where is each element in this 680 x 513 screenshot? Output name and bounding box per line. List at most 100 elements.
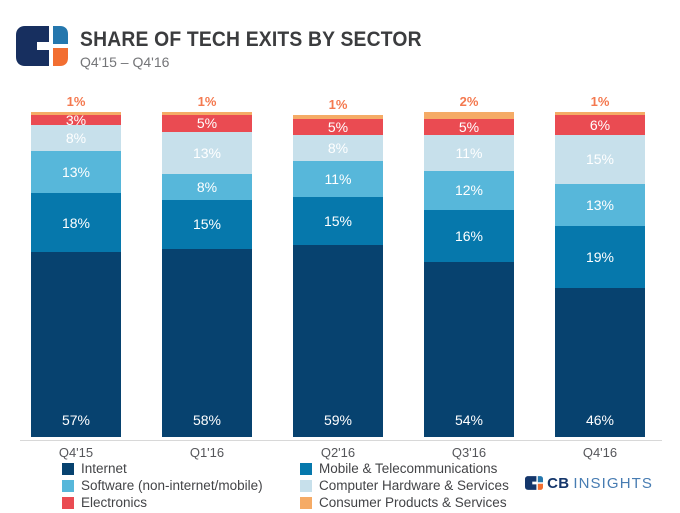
- bar-segment-label: 11%: [455, 144, 483, 161]
- bar-top-label: 1%: [590, 94, 610, 109]
- bar-segment: 18%: [31, 193, 121, 252]
- x-axis-label: Q2'16: [320, 445, 356, 460]
- bar-column: 1% 6% 15% 13% 19% 46%: [555, 94, 645, 437]
- bar-segment: 8%: [31, 125, 121, 151]
- legend-item: Internet: [62, 460, 263, 477]
- bar-segment: [293, 115, 383, 119]
- bar-segment: 6%: [555, 115, 645, 135]
- bar-segment: 58%: [162, 248, 252, 437]
- bar-segment-label: 6%: [589, 117, 611, 133]
- bar-segment: 5%: [293, 118, 383, 135]
- bar-segment: 57%: [31, 251, 121, 437]
- bar-segment: 5%: [162, 115, 252, 132]
- bar-segment-label: 3%: [65, 112, 87, 129]
- x-axis-label: Q1'16: [189, 445, 225, 460]
- cbinsights-logo-icon: [16, 26, 68, 66]
- legend-item: Consumer Products & Services: [300, 494, 509, 511]
- legend-item: Electronics: [62, 494, 263, 511]
- x-axis-label: Q4'16: [582, 445, 618, 460]
- bar-segment-label: 8%: [196, 178, 218, 195]
- bar-segment: 13%: [162, 131, 252, 174]
- bar-segment: 15%: [162, 199, 252, 249]
- footer-brand-insights: INSIGHTS: [573, 474, 653, 492]
- bar-segment-label: 13%: [61, 164, 91, 181]
- legend-label: Consumer Products & Services: [319, 495, 507, 510]
- legend-swatch: [62, 496, 74, 509]
- bar-segment-label: 15%: [323, 212, 353, 229]
- bar-segment-label: 59%: [323, 412, 353, 428]
- bar-segment: 3%: [31, 112, 121, 129]
- bar-segment: 46%: [555, 287, 645, 437]
- bar-column: 1% 3% 8% 13% 18% 57%: [31, 94, 121, 437]
- bar-top-label: 2%: [459, 94, 479, 109]
- legend-swatch: [300, 479, 312, 492]
- bar-segment-label: 11%: [324, 170, 352, 187]
- page-subtitle: Q4'15 – Q4'16: [80, 54, 170, 70]
- bar-segment: 15%: [293, 196, 383, 246]
- bar-segment: 11%: [424, 134, 514, 171]
- bar-segment-label: 13%: [192, 144, 222, 161]
- bar-segment: [555, 112, 645, 116]
- bar-segment-label: 5%: [327, 118, 349, 135]
- footer-brand-cb: CB: [547, 474, 570, 492]
- legend-swatch: [300, 462, 312, 475]
- legend-item: Mobile & Telecommunications: [300, 460, 509, 477]
- bar-top-label: 1%: [66, 94, 86, 109]
- bar-segment: 12%: [424, 170, 514, 210]
- footer-brand: CB INSIGHTS: [525, 474, 653, 492]
- cbinsights-logo-icon: [525, 476, 544, 490]
- bar-segment: 8%: [162, 173, 252, 200]
- bar-segment-label: 18%: [61, 214, 91, 231]
- bar-segment: [424, 112, 514, 119]
- legend-label: Computer Hardware & Services: [319, 478, 509, 493]
- bar-segment-label: 46%: [585, 412, 615, 428]
- x-axis-label: Q4'15: [58, 445, 94, 460]
- legend-swatch: [300, 496, 312, 509]
- bar-column: 1% 5% 13% 8% 15% 58%: [162, 94, 252, 437]
- bar-segment-label: 19%: [585, 248, 615, 265]
- bar-segment-label: 12%: [454, 182, 484, 198]
- bar-segment-label: 57%: [61, 412, 91, 428]
- legend-swatch: [62, 479, 74, 492]
- legend-item: Software (non-internet/mobile): [62, 477, 263, 494]
- legend-column-2: Mobile & Telecommunications Computer Hard…: [300, 460, 509, 511]
- bar-segment: 19%: [555, 225, 645, 288]
- bar-segment: 16%: [424, 209, 514, 262]
- bar-segment: 11%: [293, 160, 383, 197]
- bar-segment: 13%: [555, 183, 645, 226]
- bar-segment: 13%: [31, 151, 121, 194]
- legend-item: Computer Hardware & Services: [300, 477, 509, 494]
- bar-segment-label: 5%: [196, 115, 218, 132]
- bar-segment: 8%: [293, 134, 383, 161]
- bar-segment-label: 15%: [585, 151, 615, 168]
- bar-top-label: 1%: [328, 97, 348, 113]
- legend-swatch: [62, 462, 74, 475]
- bar-segment-label: 8%: [65, 130, 87, 146]
- legend-column-1: Internet Software (non-internet/mobile) El…: [62, 460, 263, 511]
- bar-segment: 54%: [424, 261, 514, 437]
- bar-segment: 5%: [424, 118, 514, 135]
- bar-segment-label: 58%: [192, 412, 222, 428]
- bar-segment: 15%: [555, 134, 645, 184]
- legend-label: Mobile & Telecommunications: [319, 461, 498, 476]
- bar-segment: [162, 112, 252, 116]
- page-title: SHARE OF TECH EXITS BY SECTOR: [80, 28, 422, 51]
- bar-segment-label: 15%: [192, 216, 222, 233]
- bar-segment: [31, 112, 121, 116]
- bar-segment: 59%: [293, 245, 383, 437]
- bar-segment-label: 16%: [454, 227, 484, 244]
- x-axis-label: Q3'16: [451, 445, 487, 460]
- bar-column: 2% 5% 11% 12% 16% 54%: [424, 94, 514, 437]
- bar-segment-label: 5%: [458, 118, 480, 135]
- bar-top-label: 1%: [197, 94, 217, 109]
- legend-label: Electronics: [81, 495, 148, 510]
- bar-segment-label: 8%: [327, 139, 349, 156]
- legend-label: Software (non-internet/mobile): [81, 478, 263, 493]
- x-axis-line: [20, 440, 662, 441]
- bar-column: 1% 5% 8% 11% 15% 59%: [293, 97, 383, 437]
- bar-segment-label: 13%: [585, 196, 615, 213]
- legend-label: Internet: [81, 461, 127, 476]
- bar-segment-label: 54%: [454, 412, 484, 428]
